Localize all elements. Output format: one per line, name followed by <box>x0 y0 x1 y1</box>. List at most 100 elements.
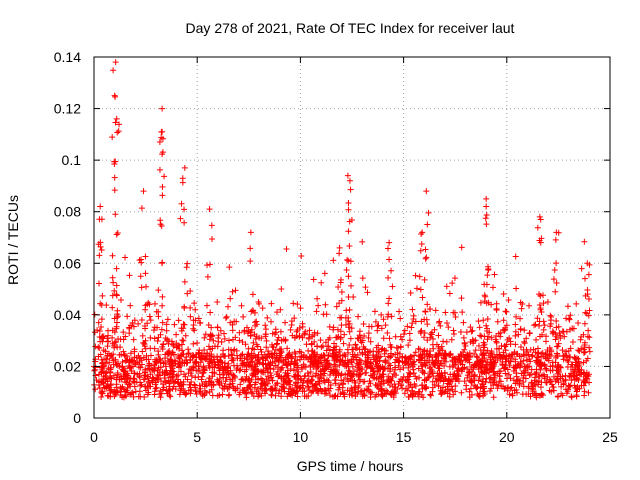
data-point <box>450 391 457 398</box>
data-point <box>452 359 459 366</box>
data-point <box>273 387 280 394</box>
data-point <box>151 367 158 374</box>
data-point <box>128 390 135 397</box>
data-point <box>552 288 559 295</box>
data-point <box>100 347 107 354</box>
data-point <box>127 364 134 371</box>
data-point <box>252 379 259 386</box>
data-point <box>346 328 353 335</box>
data-point <box>276 372 283 379</box>
data-point <box>493 300 500 307</box>
data-point <box>515 361 522 368</box>
data-point <box>284 393 291 400</box>
data-point <box>97 243 104 250</box>
data-point <box>259 354 266 361</box>
data-point <box>256 300 263 307</box>
data-point <box>214 299 221 306</box>
data-point <box>116 376 123 383</box>
data-point <box>181 164 188 171</box>
data-point <box>573 300 580 307</box>
data-point <box>368 360 375 367</box>
data-point <box>443 283 450 290</box>
data-point <box>157 217 164 224</box>
data-point <box>388 313 395 320</box>
data-point <box>287 391 294 398</box>
data-point <box>500 290 507 297</box>
data-point <box>375 376 382 383</box>
data-point <box>466 369 473 376</box>
data-point <box>483 350 490 357</box>
data-point <box>576 348 583 355</box>
data-point <box>230 385 237 392</box>
data-point <box>489 284 496 291</box>
data-point <box>309 373 316 380</box>
data-point <box>418 241 425 248</box>
data-point <box>543 355 550 362</box>
data-point <box>386 256 393 263</box>
data-point <box>441 389 448 396</box>
data-point <box>580 349 587 356</box>
data-point <box>143 356 150 363</box>
data-point <box>232 374 239 381</box>
data-point <box>365 334 372 341</box>
data-point <box>204 273 211 280</box>
data-point <box>292 360 299 367</box>
data-point <box>109 274 116 281</box>
data-point <box>239 376 246 383</box>
data-point <box>484 315 491 322</box>
data-point <box>124 372 131 379</box>
data-point <box>259 360 266 367</box>
data-point <box>118 372 125 379</box>
data-point <box>219 391 226 398</box>
data-point <box>110 357 117 364</box>
data-point <box>162 378 169 385</box>
data-point <box>512 356 519 363</box>
x-axis-title: GPS time / hours <box>297 458 404 474</box>
data-point <box>443 319 450 326</box>
data-point <box>151 300 158 307</box>
data-point <box>344 375 351 382</box>
data-point <box>260 361 267 368</box>
data-point <box>541 373 548 380</box>
data-point <box>175 317 182 324</box>
data-point <box>390 370 397 377</box>
data-point <box>110 67 117 74</box>
data-point <box>141 393 148 400</box>
data-point <box>192 317 199 324</box>
data-point <box>161 369 168 376</box>
data-point <box>503 353 510 360</box>
data-point <box>351 384 358 391</box>
data-point <box>578 265 585 272</box>
data-point <box>122 393 129 400</box>
data-point <box>112 59 119 66</box>
data-point <box>193 391 200 398</box>
data-point <box>523 335 530 342</box>
data-point <box>114 362 121 369</box>
data-point <box>439 347 446 354</box>
data-point <box>138 284 145 291</box>
data-point <box>159 386 166 393</box>
data-point <box>251 346 258 353</box>
data-point <box>413 285 420 292</box>
data-point <box>312 372 319 379</box>
data-point <box>424 337 431 344</box>
data-point <box>477 332 484 339</box>
data-point <box>280 358 287 365</box>
data-point <box>401 390 408 397</box>
data-point <box>395 358 402 365</box>
data-point <box>247 258 254 265</box>
data-point <box>109 334 116 341</box>
data-point <box>264 366 271 373</box>
data-point <box>401 327 408 334</box>
x-tick-label: 15 <box>396 429 412 445</box>
data-point <box>370 368 377 375</box>
data-point <box>486 329 493 336</box>
data-point <box>449 280 456 287</box>
data-point <box>360 320 367 327</box>
data-point <box>226 391 233 398</box>
data-point <box>355 335 362 342</box>
data-point <box>425 373 432 380</box>
data-point <box>512 253 519 260</box>
data-point <box>540 326 547 333</box>
data-point <box>424 359 431 366</box>
